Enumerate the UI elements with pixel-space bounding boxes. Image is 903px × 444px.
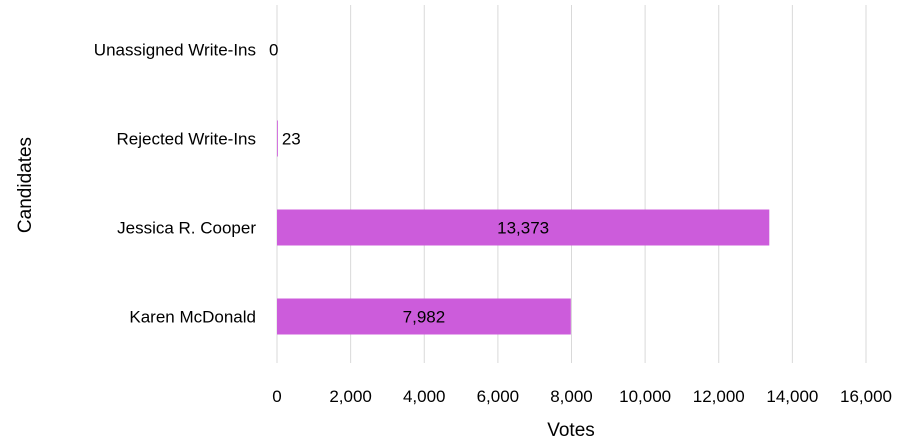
x-axis-title: Votes — [547, 420, 595, 441]
x-tick-label: 6,000 — [477, 387, 520, 406]
category-label: Rejected Write-Ins — [116, 130, 256, 149]
category-label: Unassigned Write-Ins — [94, 41, 256, 60]
y-axis-title: Candidates — [15, 137, 36, 233]
data-labels: 0 23 13,373 7,982 — [269, 41, 549, 327]
bar — [277, 298, 571, 335]
x-tick-label: 8,000 — [550, 387, 593, 406]
x-tick-labels: 0 2,000 4,000 6,000 8,000 10,000 12,000 14,000 1… — [272, 387, 892, 406]
bars — [277, 120, 770, 335]
x-tick-label: 10,000 — [619, 387, 671, 406]
gridlines — [276, 5, 867, 363]
category-label: Karen McDonald — [129, 308, 256, 327]
x-tick-label: 2,000 — [329, 387, 372, 406]
x-tick-label: 0 — [272, 387, 281, 406]
category-labels: Unassigned Write-Ins Rejected Write-Ins Je… — [94, 41, 257, 327]
data-label: 23 — [282, 130, 301, 149]
x-tick-label: 12,000 — [693, 387, 745, 406]
x-tick-label: 14,000 — [766, 387, 818, 406]
category-label: Jessica R. Cooper — [117, 219, 256, 238]
x-tick-label: 4,000 — [403, 387, 446, 406]
data-label: 0 — [269, 41, 278, 60]
bar — [277, 120, 278, 157]
data-label: 7,982 — [403, 308, 446, 327]
x-tick-label: 16,000 — [840, 387, 892, 406]
data-label: 13,373 — [497, 219, 549, 238]
bar — [277, 209, 770, 246]
